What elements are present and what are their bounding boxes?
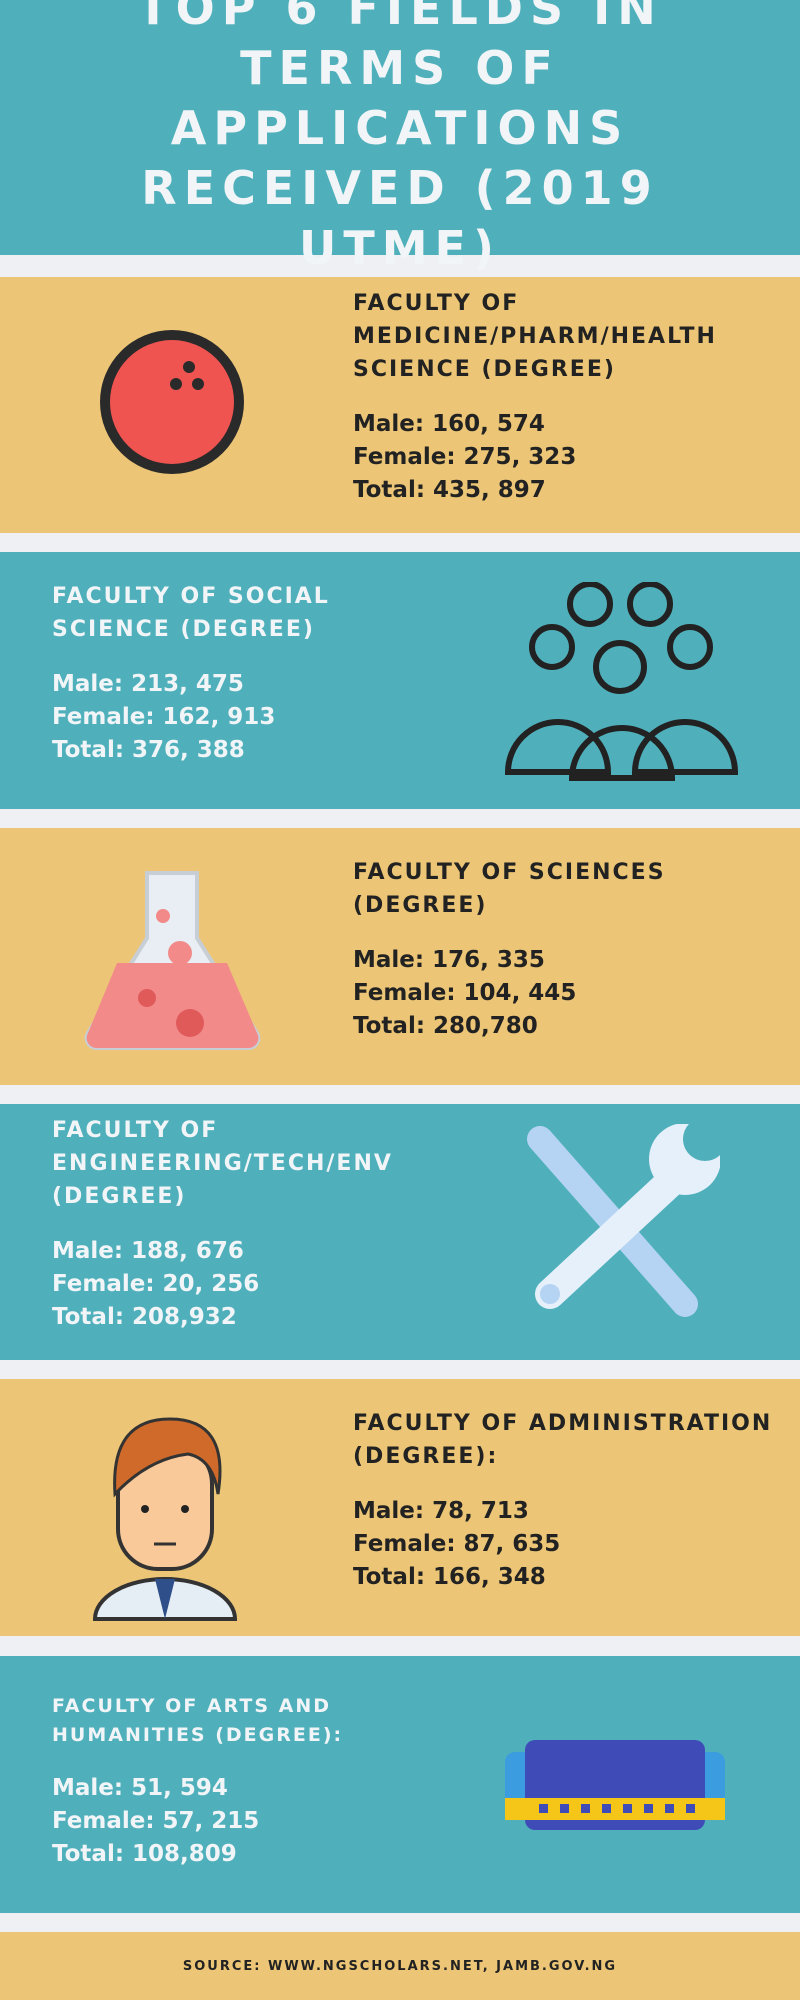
stat: Female: 104, 445	[353, 980, 577, 1006]
section-title: FACULTY OF SCIENCES (DEGREE)	[353, 860, 666, 918]
stat: Female: 57, 215	[52, 1808, 260, 1834]
section: FACULTY OF ADMINISTRATION (DEGREE): Male…	[0, 1379, 800, 1636]
icon	[84, 871, 261, 1050]
stat: Male: 78, 713	[353, 1498, 529, 1524]
section-title: FACULTY OF MEDICINE/PHARM/HEALTH SCIENCE…	[353, 291, 717, 382]
icon	[505, 1740, 725, 1830]
stat: Total: 435, 897	[353, 477, 546, 503]
footer: SOURCE: WWW.NGSCHOLARS.NET, JAMB.GOV.NG	[0, 1932, 800, 2000]
header: TOP 6 FIELDS IN TERMS OF APPLICATIONS RE…	[0, 0, 800, 275]
stat: Female: 275, 323	[353, 444, 577, 470]
icon	[504, 582, 739, 781]
section-title: FACULTY OF ARTS AND HUMANITIES (DEGREE):	[52, 1695, 344, 1746]
section: FACULTY OF ARTS AND HUMANITIES (DEGREE):…	[0, 1656, 800, 1913]
section-text: FACULTY OF ARTS AND HUMANITIES (DEGREE):…	[52, 1692, 442, 1871]
stat: Male: 160, 574	[353, 411, 545, 437]
section-text: FACULTY OF SCIENCES (DEGREE) Male: 176, …	[353, 856, 743, 1043]
section-text: FACULTY OF MEDICINE/PHARM/HEALTH SCIENCE…	[353, 287, 743, 507]
stat: Total: 166, 348	[353, 1564, 546, 1590]
stat: Total: 280,780	[353, 1013, 538, 1039]
icon	[100, 330, 244, 474]
section: FACULTY OF SOCIAL SCIENCE (DEGREE) Male:…	[0, 552, 800, 809]
section-title: FACULTY OF ADMINISTRATION (DEGREE):	[353, 1411, 773, 1469]
stat: Female: 20, 256	[52, 1271, 260, 1297]
icon	[527, 1124, 720, 1317]
stat: Female: 162, 913	[52, 704, 276, 730]
section-text: FACULTY OF SOCIAL SCIENCE (DEGREE) Male:…	[52, 580, 442, 767]
stat: Male: 176, 335	[353, 947, 545, 973]
stat: Total: 376, 388	[52, 737, 245, 763]
stat: Total: 208,932	[52, 1304, 237, 1330]
section: FACULTY OF SCIENCES (DEGREE) Male: 176, …	[0, 828, 800, 1085]
stat: Female: 87, 635	[353, 1531, 561, 1557]
source: SOURCE: WWW.NGSCHOLARS.NET, JAMB.GOV.NG	[182, 1958, 618, 1974]
section-title: FACULTY OF ENGINEERING/TECH/ENV (DEGREE)	[52, 1118, 393, 1209]
stat: Male: 51, 594	[52, 1775, 228, 1801]
section: FACULTY OF MEDICINE/PHARM/HEALTH SCIENCE…	[0, 277, 800, 533]
section: FACULTY OF ENGINEERING/TECH/ENV (DEGREE)…	[0, 1104, 800, 1360]
section-text: FACULTY OF ADMINISTRATION (DEGREE): Male…	[353, 1407, 773, 1594]
title: TOP 6 FIELDS IN TERMS OF APPLICATIONS RE…	[137, 0, 663, 275]
stat: Male: 213, 475	[52, 671, 244, 697]
stat: Male: 188, 676	[52, 1238, 244, 1264]
section-title: FACULTY OF SOCIAL SCIENCE (DEGREE)	[52, 584, 330, 642]
icon	[92, 1417, 238, 1621]
section-text: FACULTY OF ENGINEERING/TECH/ENV (DEGREE)…	[52, 1114, 442, 1334]
stat: Total: 108,809	[52, 1841, 237, 1867]
